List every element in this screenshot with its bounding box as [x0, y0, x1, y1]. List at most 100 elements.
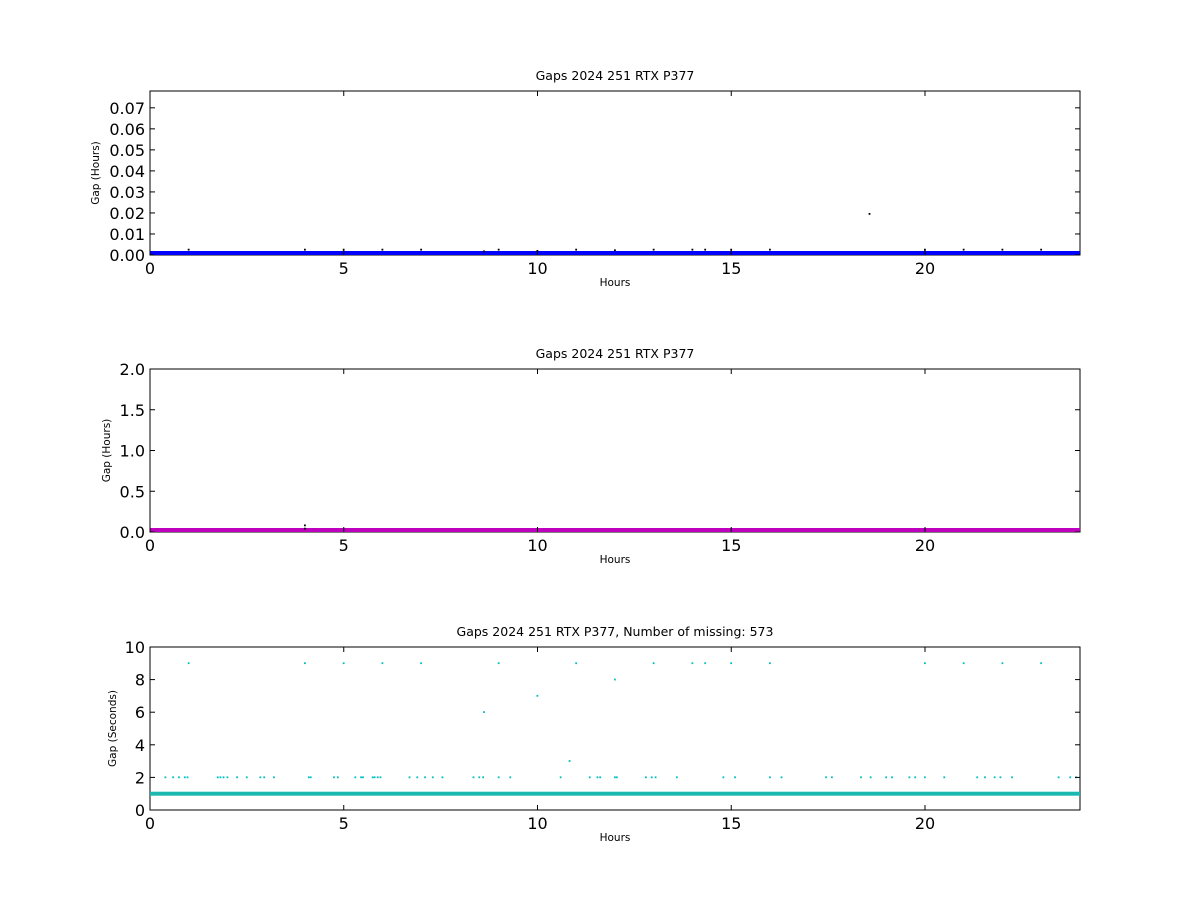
data-point [691, 248, 694, 251]
data-point [993, 776, 996, 779]
y-tick-label: 0.06 [109, 120, 145, 139]
data-point [704, 662, 707, 665]
y-tick-label: 0.05 [109, 141, 145, 160]
y-tick-label: 0.0 [120, 523, 145, 542]
data-point [650, 776, 653, 779]
y-tick-label: 0 [135, 801, 145, 820]
data-point [354, 776, 357, 779]
data-point [924, 776, 926, 779]
data-point [614, 249, 616, 252]
data-point [441, 776, 444, 779]
y-tick-label: 8 [135, 671, 145, 690]
series-band [150, 528, 1080, 532]
chart-panel-1: Gaps 2024 251 RTX P377 0 5 10 15 20 0.00 0.01 0.… [90, 68, 1081, 289]
data-point [831, 776, 833, 779]
data-point [307, 776, 310, 779]
data-point [483, 250, 485, 253]
data-point [769, 776, 771, 779]
data-point [342, 248, 345, 251]
data-point [187, 662, 190, 665]
data-point [379, 776, 382, 779]
data-point [186, 776, 189, 779]
data-point [614, 678, 616, 681]
data-point [236, 776, 238, 779]
data-point [222, 776, 225, 779]
x-tick-label: 20 [915, 814, 935, 833]
y-axis-label: Gap (Hours) [101, 419, 113, 483]
data-point [424, 776, 426, 779]
data-point [1040, 248, 1043, 251]
data-point [183, 776, 186, 779]
x-axis-label: Hours [600, 277, 631, 289]
data-point [304, 662, 306, 665]
data-point [420, 248, 423, 251]
data-point [652, 248, 655, 251]
data-point [472, 776, 475, 779]
data-point [869, 776, 872, 779]
data-point [691, 662, 694, 665]
data-point [614, 776, 616, 779]
y-tick-label: 0.5 [120, 482, 145, 501]
data-point [304, 527, 306, 530]
y-tick-label: 0.07 [109, 99, 145, 118]
data-point [962, 662, 965, 665]
x-tick-label: 20 [915, 536, 935, 555]
x-tick-label: 0 [145, 259, 155, 278]
x-tick-label: 5 [339, 814, 349, 833]
data-point [908, 776, 911, 779]
data-point [730, 248, 733, 251]
data-point [734, 776, 736, 779]
data-point [984, 776, 986, 779]
plot-frame [149, 646, 1081, 811]
data-point [536, 694, 539, 697]
y-tick-label: 1.5 [120, 401, 145, 420]
y-tick-label: 6 [135, 703, 145, 722]
data-point [1057, 776, 1060, 779]
data-point [769, 248, 771, 251]
data-point [408, 776, 411, 779]
y-tick-label: 0.03 [109, 183, 145, 202]
data-point [304, 524, 306, 527]
data-point [924, 662, 926, 665]
data-point [588, 776, 591, 779]
data-point [431, 776, 434, 779]
data-point [342, 662, 345, 665]
data-point [245, 776, 248, 779]
y-tick-label: 0.04 [109, 162, 145, 181]
data-point [497, 248, 500, 251]
data-point [273, 776, 275, 779]
data-point [482, 776, 485, 779]
y-tick-label: 0.01 [109, 225, 145, 244]
chart-panel-2: Gaps 2024 251 RTX P377 0 5 10 15 20 0.0 0.5 1.0 1… [101, 346, 1081, 566]
data-point [497, 662, 500, 665]
chart-title: Gaps 2024 251 RTX P377, Number of missin… [457, 624, 774, 639]
data-point [976, 776, 979, 779]
series-band [150, 251, 1080, 255]
x-tick-label: 10 [527, 259, 547, 278]
data-point [769, 662, 771, 665]
chart-panel-3: Gaps 2024 251 RTX P377, Number of missin… [107, 624, 1081, 844]
y-tick-label: 0.00 [109, 246, 145, 265]
data-point [730, 662, 733, 665]
plot-frame [149, 90, 1081, 256]
x-tick-label: 0 [145, 814, 155, 833]
x-tick-label: 5 [339, 259, 349, 278]
data-point [596, 776, 599, 779]
y-axis-label: Gap (Seconds) [107, 690, 119, 767]
x-tick-label: 20 [915, 259, 935, 278]
data-point [615, 776, 618, 779]
data-point [652, 662, 655, 665]
data-point [416, 776, 419, 779]
data-point [187, 248, 190, 251]
data-point [885, 776, 888, 779]
data-point [676, 776, 678, 779]
data-point [868, 213, 871, 215]
y-tick-label: 1.0 [120, 442, 145, 461]
data-point [226, 776, 229, 779]
data-point [825, 776, 827, 779]
data-point [216, 776, 219, 779]
x-axis-label: Hours [600, 554, 631, 566]
data-point [362, 776, 364, 779]
data-point [263, 776, 266, 779]
data-point [568, 760, 571, 762]
